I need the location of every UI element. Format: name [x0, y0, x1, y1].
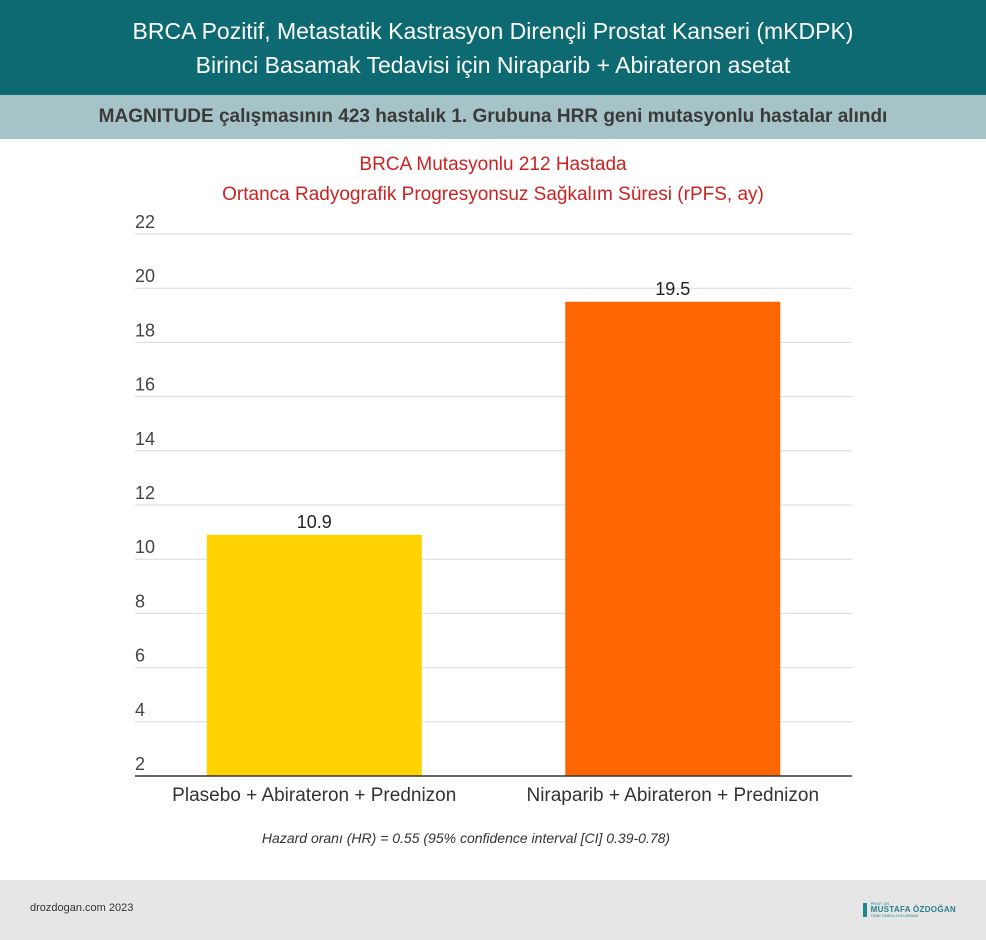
hazard-ratio-footnote: Hazard oranı (HR) = 0.55 (95% confidence…	[261, 830, 671, 846]
y-tick-label: 14	[135, 429, 155, 449]
data-label: 19.5	[655, 279, 690, 299]
page-footer: drozdogan.com 2023 PROF. DR. MUSTAFA ÖZD…	[0, 880, 986, 940]
y-tick-label: 2	[135, 754, 145, 774]
author-logo: PROF. DR. MUSTAFA ÖZDOĞAN TIBBİ ONKOLOJİ…	[862, 902, 956, 918]
data-label: 10.9	[297, 512, 332, 532]
y-tick-label: 12	[135, 483, 155, 503]
y-tick-label: 6	[135, 646, 145, 666]
y-tick-label: 18	[135, 320, 155, 340]
page-header: BRCA Pozitif, Metastatik Kastrasyon Dire…	[0, 0, 986, 95]
y-tick-label: 10	[135, 537, 155, 557]
logo-name-text: MUSTAFA ÖZDOĞAN	[870, 905, 956, 914]
logo-mark-icon	[862, 903, 867, 917]
study-subheader: MAGNITUDE çalışmasının 423 hastalık 1. G…	[0, 95, 986, 139]
logo-text: PROF. DR. MUSTAFA ÖZDOĞAN TIBBİ ONKOLOJİ…	[871, 902, 956, 918]
header-title-line2: Birinci Basamak Tedavisi için Niraparib …	[195, 51, 791, 78]
chart-title: BRCA Mutasyonlu 212 Hastada Ortanca Rady…	[0, 150, 986, 210]
bar	[565, 301, 781, 776]
x-category-label: Niraparib + Abirateron + Prednizon	[526, 785, 819, 806]
logo-sub-text: TIBBİ ONKOLOJİ UZMANI	[870, 913, 919, 918]
y-tick-label: 16	[135, 375, 155, 395]
header-title-line1: BRCA Pozitif, Metastatik Kastrasyon Dire…	[132, 17, 854, 44]
y-tick-label: 20	[135, 266, 155, 286]
chart-title-line2: Ortanca Radyografik Progresyonsuz Sağkal…	[222, 184, 764, 205]
y-tick-label: 8	[135, 591, 145, 611]
bar-chart: 2 4 6 8 10 12 14 16 18 20 22 10.9 Plasebo + Abirater…	[135, 212, 852, 806]
bar	[206, 534, 422, 776]
y-tick-label: 4	[135, 700, 145, 720]
footer-site-link[interactable]: drozdogan.com 2023	[30, 902, 134, 914]
chart-title-line1: BRCA Mutasyonlu 212 Hastada	[359, 154, 627, 175]
logo-small-text: PROF. DR.	[870, 901, 891, 906]
y-tick-label: 22	[135, 212, 155, 232]
subheader-text: MAGNITUDE çalışmasının 423 hastalık 1. G…	[98, 106, 888, 127]
x-category-label: Plasebo + Abirateron + Prednizon	[172, 785, 456, 806]
